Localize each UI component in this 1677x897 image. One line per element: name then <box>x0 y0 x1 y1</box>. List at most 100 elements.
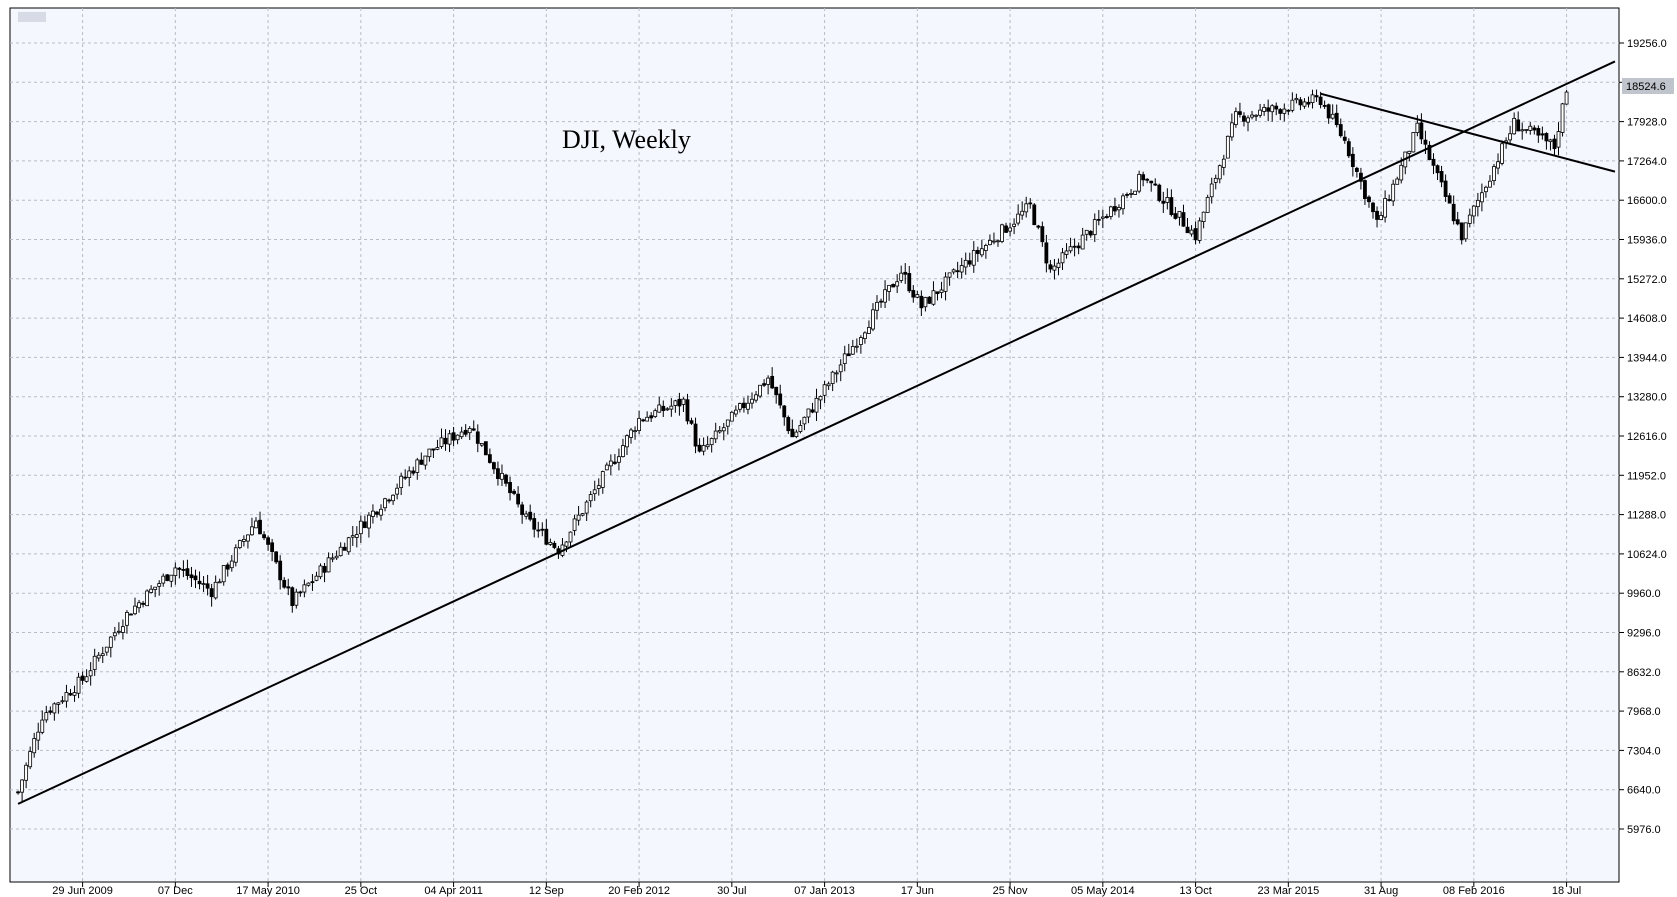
candle <box>713 422 718 444</box>
y-tick-label: 7968.0 <box>1627 706 1661 718</box>
candle <box>463 424 468 437</box>
candle <box>1262 103 1267 116</box>
trendlines <box>17 60 1616 805</box>
candle <box>1375 206 1379 228</box>
candle <box>1141 171 1146 187</box>
candle <box>1512 112 1517 135</box>
x-tick-label: 12 Sep <box>529 885 564 897</box>
candle <box>1447 193 1452 204</box>
candle <box>721 422 726 441</box>
y-tick-label: 11288.0 <box>1627 510 1666 522</box>
candle <box>1278 108 1283 121</box>
y-tick-label: 12616.0 <box>1627 431 1667 443</box>
candle <box>1350 147 1355 177</box>
candle <box>959 257 964 279</box>
candle <box>834 370 839 383</box>
candle <box>584 500 589 522</box>
candle <box>1419 113 1424 145</box>
candle <box>1145 178 1150 184</box>
candle <box>371 504 375 524</box>
candle <box>1117 204 1121 218</box>
candle <box>330 553 335 563</box>
candle <box>419 452 424 465</box>
candle <box>262 531 266 541</box>
candle <box>1379 211 1383 221</box>
y-tick-label: 9960.0 <box>1627 588 1661 600</box>
candle <box>467 426 472 440</box>
x-tick-label: 18 Jul <box>1552 885 1581 897</box>
candle <box>657 396 662 413</box>
candle <box>1080 227 1085 250</box>
candle <box>423 455 428 470</box>
candle <box>80 671 85 685</box>
candle <box>1552 134 1557 157</box>
candle <box>532 512 537 538</box>
candle <box>1189 225 1194 237</box>
candle <box>1544 132 1549 150</box>
candle <box>246 534 250 549</box>
candle <box>250 517 254 536</box>
candle <box>1201 211 1206 229</box>
candle <box>233 544 238 567</box>
grid-lines <box>10 8 1619 882</box>
candle <box>1028 198 1033 209</box>
candle <box>16 790 20 795</box>
candle <box>282 577 287 589</box>
candle <box>697 438 702 453</box>
candle <box>1294 93 1299 104</box>
candle <box>1496 153 1500 175</box>
x-tick-label: 25 Nov <box>993 885 1028 897</box>
candle <box>685 393 690 425</box>
candle <box>20 779 24 802</box>
candle <box>56 702 61 714</box>
candle <box>1310 89 1315 109</box>
candle <box>1467 208 1472 228</box>
candle <box>161 573 166 587</box>
candle <box>596 478 601 496</box>
trendline <box>17 60 1616 805</box>
candle <box>354 526 359 548</box>
candle <box>237 539 242 550</box>
y-tick-label: 17264.0 <box>1627 156 1667 168</box>
candle <box>617 448 621 471</box>
candle <box>608 454 613 476</box>
candle <box>850 339 855 355</box>
candle <box>286 578 291 596</box>
x-tick-label: 25 Oct <box>345 885 377 897</box>
candle <box>108 636 113 658</box>
candle <box>1185 218 1190 234</box>
candle <box>129 613 133 616</box>
candle <box>1363 179 1367 205</box>
candle <box>951 268 956 275</box>
candle <box>1104 213 1109 219</box>
candle <box>1342 130 1347 144</box>
candle <box>1258 103 1263 118</box>
candle <box>665 407 670 411</box>
candle <box>96 651 101 662</box>
candle <box>733 405 738 417</box>
candle <box>451 426 456 447</box>
candle <box>60 696 65 704</box>
candle <box>225 562 230 577</box>
candle <box>149 585 154 594</box>
candle <box>24 762 29 789</box>
y-tick-label: 9296.0 <box>1627 628 1661 640</box>
candle <box>318 563 323 580</box>
candle <box>1165 188 1170 210</box>
y-tick-label: 11952.0 <box>1627 470 1666 482</box>
candle <box>879 298 883 308</box>
candle <box>1334 104 1339 128</box>
candle <box>254 517 258 529</box>
candle <box>826 381 831 390</box>
candle <box>536 521 541 538</box>
candle <box>802 416 807 431</box>
candle <box>366 512 371 538</box>
candle <box>1500 140 1504 166</box>
candle <box>1129 189 1133 198</box>
candle <box>72 685 77 702</box>
candle <box>443 429 448 451</box>
candle <box>116 622 121 635</box>
candle <box>145 589 150 607</box>
x-tick-label: 08 Feb 2016 <box>1443 885 1505 897</box>
